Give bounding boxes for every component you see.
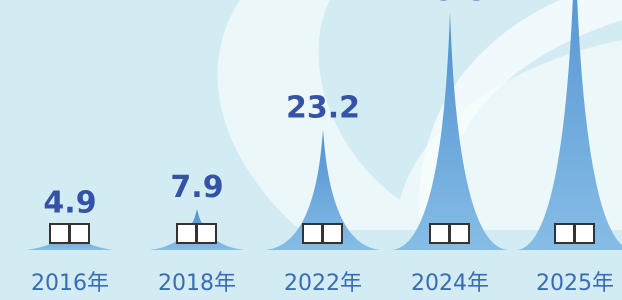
icon-box — [555, 224, 574, 243]
icon-box — [450, 224, 469, 243]
value-label: 4.9 — [43, 186, 96, 221]
value-label: 7.9 — [170, 170, 223, 205]
icon-box — [323, 224, 342, 243]
x-tick-label: 2024年 — [411, 271, 489, 296]
icon-box — [303, 224, 322, 243]
icon-box — [197, 224, 216, 243]
value-label: 23.2 — [286, 90, 360, 125]
icon-box — [575, 224, 594, 243]
chart: 4.9 2016年 7.9 2018年 23.2 2022年 45.8 2024年 2025年 — [0, 0, 622, 300]
icon-box — [70, 224, 89, 243]
x-tick-label: 2025年 — [536, 271, 614, 296]
icon-box — [177, 224, 196, 243]
x-tick-label: 2022年 — [284, 271, 362, 296]
icon-box — [430, 224, 449, 243]
icon-box — [50, 224, 69, 243]
x-tick-label: 2016年 — [31, 271, 109, 296]
x-tick-label: 2018年 — [158, 271, 236, 296]
value-label: 45.8 — [413, 0, 487, 8]
